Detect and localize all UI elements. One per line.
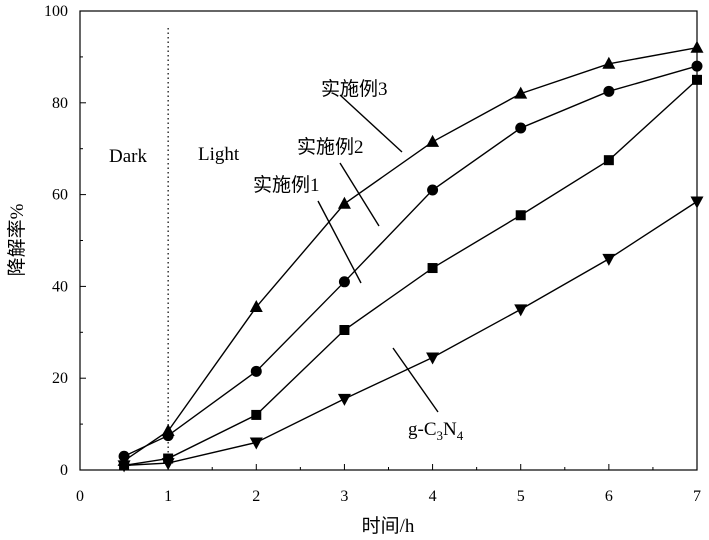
point-circle	[251, 366, 262, 377]
label-series-2: 实施例2	[297, 136, 364, 158]
point-square	[516, 210, 526, 220]
x-tick-label: 1	[164, 488, 172, 505]
point-triangle-up	[426, 135, 439, 147]
y-tick-label: 0	[60, 462, 68, 479]
point-circle	[603, 86, 614, 97]
point-circle	[692, 61, 703, 72]
dark-region-label: Dark	[109, 146, 147, 167]
point-circle	[339, 276, 350, 287]
y-tick-label: 20	[52, 370, 68, 387]
x-axis-title: 时间/h	[362, 515, 415, 537]
x-tick-label: 6	[605, 488, 613, 505]
y-tick-label: 100	[44, 3, 68, 20]
point-triangle-down	[514, 304, 527, 316]
light-region-label: Light	[198, 144, 240, 165]
y-tick-label: 40	[52, 278, 68, 295]
label-series-1: 实施例1	[253, 174, 320, 196]
x-tick-label: 7	[693, 488, 701, 505]
point-triangle-down	[162, 458, 175, 470]
annotation-leader-3	[318, 201, 361, 283]
point-triangle-down	[691, 196, 704, 208]
annotation-leader-2	[340, 163, 379, 226]
point-circle	[119, 451, 130, 462]
point-triangle-down	[602, 254, 615, 266]
point-square	[251, 410, 261, 420]
point-triangle-up	[338, 197, 351, 209]
point-circle	[163, 430, 174, 441]
y-tick-label: 80	[52, 95, 68, 112]
point-circle	[515, 123, 526, 134]
series-line-3	[124, 80, 697, 466]
label-series-3: 实施例3	[321, 78, 388, 100]
label-gc3n4: g-C3N4	[408, 419, 464, 443]
x-tick-label: 0	[76, 488, 84, 505]
x-tick-label: 3	[340, 488, 348, 505]
point-square	[692, 75, 702, 85]
x-tick-label: 4	[429, 488, 437, 505]
y-tick-label: 60	[52, 187, 68, 204]
y-axis-title: 降解率%	[6, 203, 28, 276]
x-tick-label: 2	[252, 488, 260, 505]
point-triangle-up	[691, 41, 704, 53]
point-square	[339, 325, 349, 335]
x-tick-label: 5	[517, 488, 525, 505]
plot-frame	[80, 11, 697, 470]
point-square	[604, 155, 614, 165]
point-triangle-down	[338, 394, 351, 406]
point-square	[428, 263, 438, 273]
point-triangle-down	[426, 353, 439, 365]
point-circle	[427, 185, 438, 196]
